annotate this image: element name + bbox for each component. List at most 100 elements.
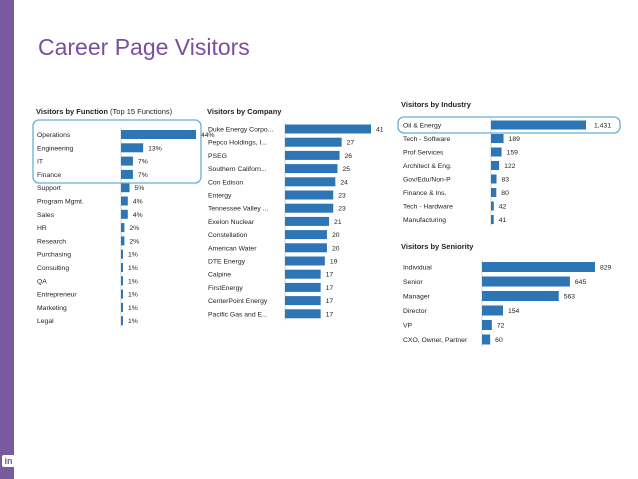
bar-company [285,230,327,240]
category-label: Support [37,185,61,192]
value-label: 1% [128,318,138,325]
bar-seniority [482,334,491,345]
value-label: 80 [501,190,509,197]
bar-function [121,183,130,193]
value-label: 17 [326,311,334,318]
bar-function [121,169,133,179]
highlight-box-industry [397,116,621,134]
bar-company [285,150,340,160]
category-label: Director [403,308,428,315]
value-label: 189 [509,136,521,143]
category-label: Sales [37,212,55,219]
linkedin-logo-icon: in [2,455,15,467]
bar-function [121,130,196,139]
category-label: CXO, Owner, Partner [403,337,468,344]
category-label: IT [37,159,43,166]
category-label: Con Edison [208,179,243,186]
bar-company [285,282,321,292]
bar-function [121,316,123,326]
value-label: 1% [128,265,138,272]
category-label: PSEG [208,153,227,160]
bar-company [285,190,334,200]
value-label: 41 [376,127,384,134]
highlight-box-function [32,119,202,184]
category-label: Duke Energy Corpo... [208,127,273,134]
value-label: 19 [330,259,338,266]
category-label: Architect & Eng. [403,163,452,170]
value-label: 21 [334,219,342,226]
value-label: 563 [564,294,576,301]
category-label: Finance & Ins. [403,190,447,197]
category-label: Prof Services [403,150,444,157]
category-label: DTE Energy [208,259,246,266]
bar-industry [491,161,500,170]
category-label: Gov/Edu/Non-P [403,177,451,184]
bar-seniority [482,305,503,316]
bar-company [285,203,334,213]
bar-function [121,276,123,286]
bar-company [285,269,321,279]
bar-company [285,137,342,147]
bar-company [285,216,330,226]
value-label: 7% [138,172,148,179]
chart-title-function: Visitors by Function (Top 15 Functions) [36,107,173,116]
value-label: 645 [575,279,587,286]
value-label: 154 [508,308,520,315]
bar-industry [491,147,502,157]
bar-function [121,156,133,166]
value-label: 7% [138,159,148,166]
bar-industry [491,188,497,197]
value-label: 13% [148,145,162,152]
category-label: VP [403,323,413,330]
bar-function [121,196,128,206]
value-label: 1% [128,292,138,299]
value-label: 24 [340,179,348,186]
chart-title-company: Visitors by Company [207,107,282,116]
category-label: FirstEnergy [208,285,243,292]
category-label: HR [37,225,47,232]
value-label: 1% [128,305,138,312]
category-label: Consulting [37,265,69,272]
category-label: Pacific Gas and E... [208,311,268,318]
value-label: 4% [133,199,143,206]
category-label: Entergy [208,193,232,200]
value-label: 25 [342,166,350,173]
bar-industry [491,215,494,224]
category-label: QA [37,278,47,285]
category-label: Marketing [37,305,67,312]
value-label: 1% [128,252,138,259]
value-label: 17 [326,285,334,292]
bar-seniority [482,276,570,287]
bar-company [285,177,336,187]
category-label: Calpine [208,272,231,279]
value-label: 20 [332,245,340,252]
value-label: 2% [129,238,139,245]
category-label: Engineering [37,145,73,152]
category-label: Program Mgmt. [37,199,84,206]
value-label: 23 [338,193,346,200]
value-label: 2% [129,225,139,232]
bar-company [285,243,327,253]
bar-seniority [482,320,492,330]
value-label: 1% [128,278,138,285]
bar-company [285,256,325,266]
bar-industry [491,174,497,184]
sidebar-accent-bar: in [0,0,15,479]
bar-industry [491,134,504,143]
value-label: 27 [347,140,355,147]
value-label: 5% [135,185,145,192]
bar-function [121,263,123,272]
category-label: Legal [37,318,54,325]
value-label: 26 [345,153,353,160]
value-label: 122 [504,163,516,170]
category-label: Operations [37,132,71,139]
value-label: 159 [507,150,519,157]
category-label: Oil & Energy [403,123,442,130]
category-label: Entrepreneur [37,292,77,299]
category-label: Finance [37,172,61,179]
bar-seniority [482,291,559,301]
chart-title-industry: Visitors by Industry [401,100,472,109]
page-title: Career Page Visitors [38,34,250,60]
bar-function [121,209,128,219]
